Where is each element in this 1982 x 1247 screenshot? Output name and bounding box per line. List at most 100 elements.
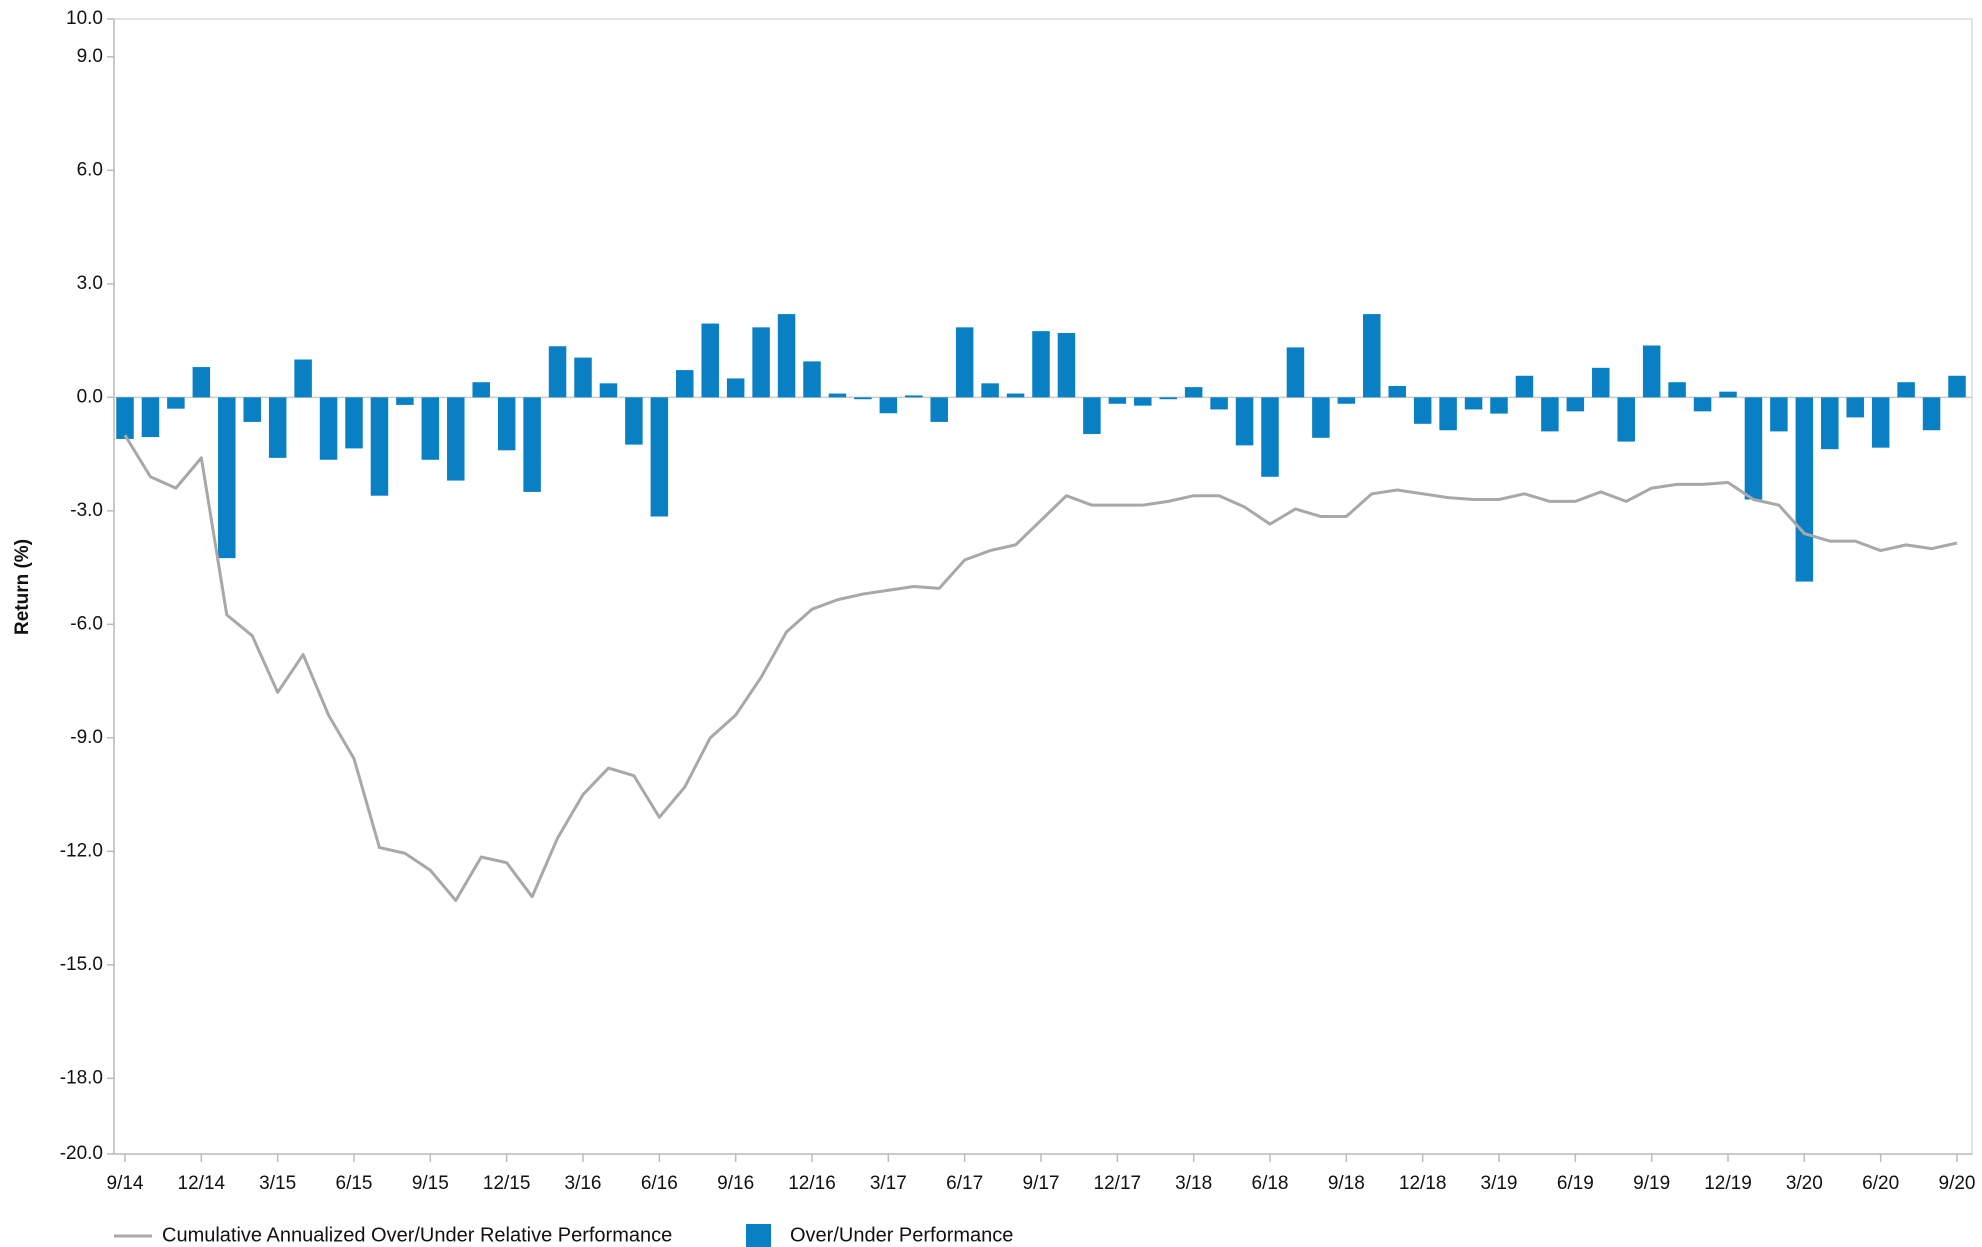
x-tick-label: 12/16 [788, 1173, 836, 1194]
bar [676, 370, 694, 398]
y-tick-label: -3.0 [70, 500, 103, 521]
x-tick-label: 6/18 [1252, 1173, 1289, 1194]
x-tick-label: 3/20 [1786, 1173, 1823, 1194]
y-tick-label: 3.0 [77, 273, 103, 294]
bar [1897, 382, 1915, 398]
x-tick-label: 3/17 [870, 1173, 907, 1194]
y-tick-label: -9.0 [70, 727, 103, 748]
bar [1032, 331, 1050, 398]
bar [1871, 397, 1890, 448]
y-tick-label: -20.0 [60, 1143, 103, 1164]
y-tick-label: -15.0 [60, 954, 103, 975]
y-tick-label: -6.0 [70, 613, 103, 634]
bar [243, 397, 261, 422]
bar [828, 393, 847, 398]
legend-label: Cumulative Annualized Over/Under Relativ… [162, 1224, 672, 1246]
bar [726, 378, 745, 398]
bar [1006, 393, 1025, 398]
x-tick-label: 12/14 [178, 1173, 226, 1194]
bar [1592, 367, 1610, 398]
bar [1566, 397, 1585, 412]
bar [650, 397, 669, 517]
x-tick-label: 12/19 [1704, 1173, 1752, 1194]
x-tick-label: 9/15 [412, 1173, 449, 1194]
bar [268, 397, 287, 458]
bar [1922, 397, 1941, 431]
plot-frame [113, 18, 1973, 1155]
bar [879, 397, 898, 414]
bar [1770, 397, 1788, 432]
x-tick-label: 6/20 [1862, 1173, 1899, 1194]
bar [192, 367, 211, 398]
bar [1312, 397, 1330, 438]
bar [116, 397, 134, 439]
bar [955, 327, 974, 398]
x-tick-label: 9/14 [107, 1173, 144, 1194]
bar [1642, 345, 1661, 398]
bar [319, 397, 338, 460]
bar [930, 397, 948, 422]
x-tick-label: 3/16 [565, 1173, 602, 1194]
x-tick-label: 3/19 [1481, 1173, 1518, 1194]
x-tick-label: 6/17 [946, 1173, 983, 1194]
bar [1541, 397, 1559, 432]
bar [854, 397, 872, 400]
x-tick-label: 6/16 [641, 1173, 678, 1194]
bar [1668, 382, 1686, 398]
x-tick-label: 6/15 [336, 1173, 373, 1194]
y-tick-label: -12.0 [60, 840, 103, 861]
y-tick-label: 9.0 [77, 46, 103, 67]
bar [167, 397, 185, 409]
bar [1261, 397, 1279, 477]
bar [1464, 397, 1483, 410]
bar [1363, 314, 1381, 398]
y-tick-label: -18.0 [60, 1067, 103, 1088]
bar [218, 397, 236, 559]
x-tick-label: 9/19 [1633, 1173, 1670, 1194]
bar [1337, 397, 1356, 404]
bar [447, 397, 465, 481]
bar [1693, 397, 1712, 412]
bar [1057, 333, 1076, 398]
bar [370, 397, 389, 496]
bar [1617, 397, 1635, 442]
bar [523, 397, 541, 492]
line [123, 434, 1958, 903]
bar [1083, 397, 1101, 435]
bar [803, 361, 821, 398]
y-tick-label: 6.0 [77, 159, 103, 180]
bar [1413, 397, 1432, 424]
bar [421, 397, 440, 460]
x-tick-label: 12/15 [483, 1173, 531, 1194]
bar [548, 346, 567, 398]
bar [1490, 397, 1508, 414]
x-tick-label: 9/18 [1328, 1173, 1365, 1194]
bar [1210, 397, 1228, 410]
bar [905, 395, 923, 398]
y-tick-label: 0.0 [77, 386, 103, 407]
x-tick-label: 9/16 [717, 1173, 754, 1194]
bar [701, 323, 719, 398]
bar [1286, 347, 1305, 398]
y-axis-label: Return (%) [12, 539, 33, 635]
bar [1846, 397, 1864, 418]
bar [574, 357, 592, 398]
bar [141, 397, 160, 438]
legend-swatch [746, 1224, 771, 1247]
bar [1515, 375, 1534, 398]
bar [294, 359, 312, 398]
bar [981, 383, 999, 398]
bar [1744, 397, 1763, 500]
bar [752, 327, 770, 398]
bar [1108, 397, 1127, 404]
bar [1388, 385, 1406, 398]
bar [396, 397, 414, 405]
x-tick-label: 9/17 [1023, 1173, 1060, 1194]
x-tick-label: 12/17 [1094, 1173, 1142, 1194]
bar [1948, 375, 1966, 398]
x-tick-label: 6/19 [1557, 1173, 1594, 1194]
bar [625, 397, 643, 445]
bar [472, 382, 490, 398]
bar [777, 314, 796, 398]
